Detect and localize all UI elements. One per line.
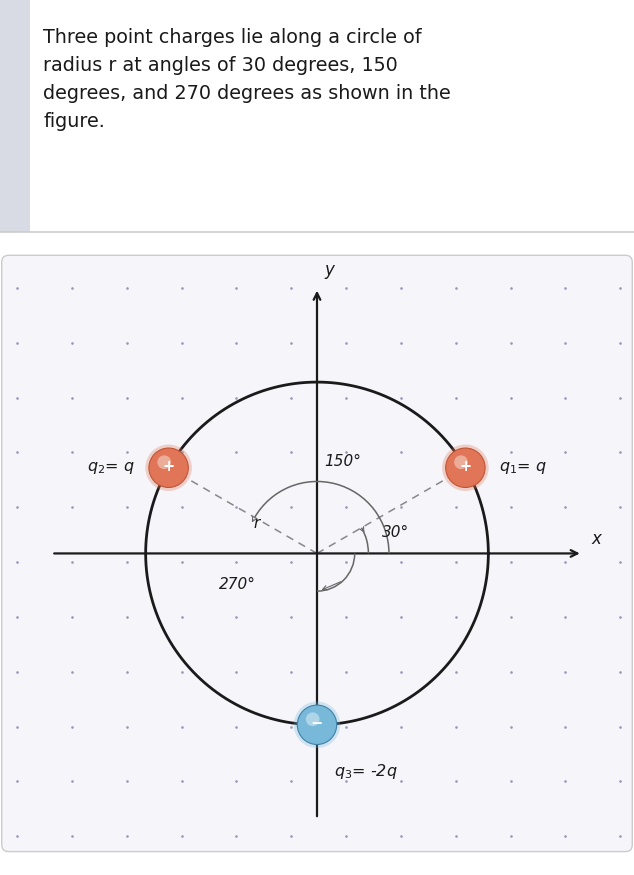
FancyBboxPatch shape (2, 255, 632, 851)
Circle shape (145, 444, 192, 491)
Circle shape (454, 455, 468, 469)
Text: $r$: $r$ (252, 515, 262, 531)
Circle shape (446, 448, 485, 487)
Text: Three point charges lie along a circle of
radius r at angles of 30 degrees, 150
: Three point charges lie along a circle o… (43, 28, 451, 131)
Text: $q_3$= -2$q$: $q_3$= -2$q$ (334, 761, 398, 780)
Text: −: − (311, 717, 323, 732)
Text: 30°: 30° (382, 525, 409, 541)
Text: 270°: 270° (219, 577, 256, 592)
Text: $x$: $x$ (591, 530, 604, 549)
Circle shape (149, 448, 188, 487)
Circle shape (306, 712, 320, 726)
Circle shape (157, 455, 171, 469)
Text: +: + (459, 459, 472, 474)
Circle shape (442, 444, 489, 491)
Text: +: + (162, 459, 175, 474)
Text: $y$: $y$ (324, 263, 336, 281)
Text: $q_2$= $q$: $q_2$= $q$ (87, 459, 135, 476)
Circle shape (294, 702, 340, 748)
Text: $q_1$= $q$: $q_1$= $q$ (499, 459, 547, 476)
Bar (0, 0, 30, 232)
Text: 150°: 150° (324, 454, 361, 470)
Circle shape (297, 705, 337, 745)
